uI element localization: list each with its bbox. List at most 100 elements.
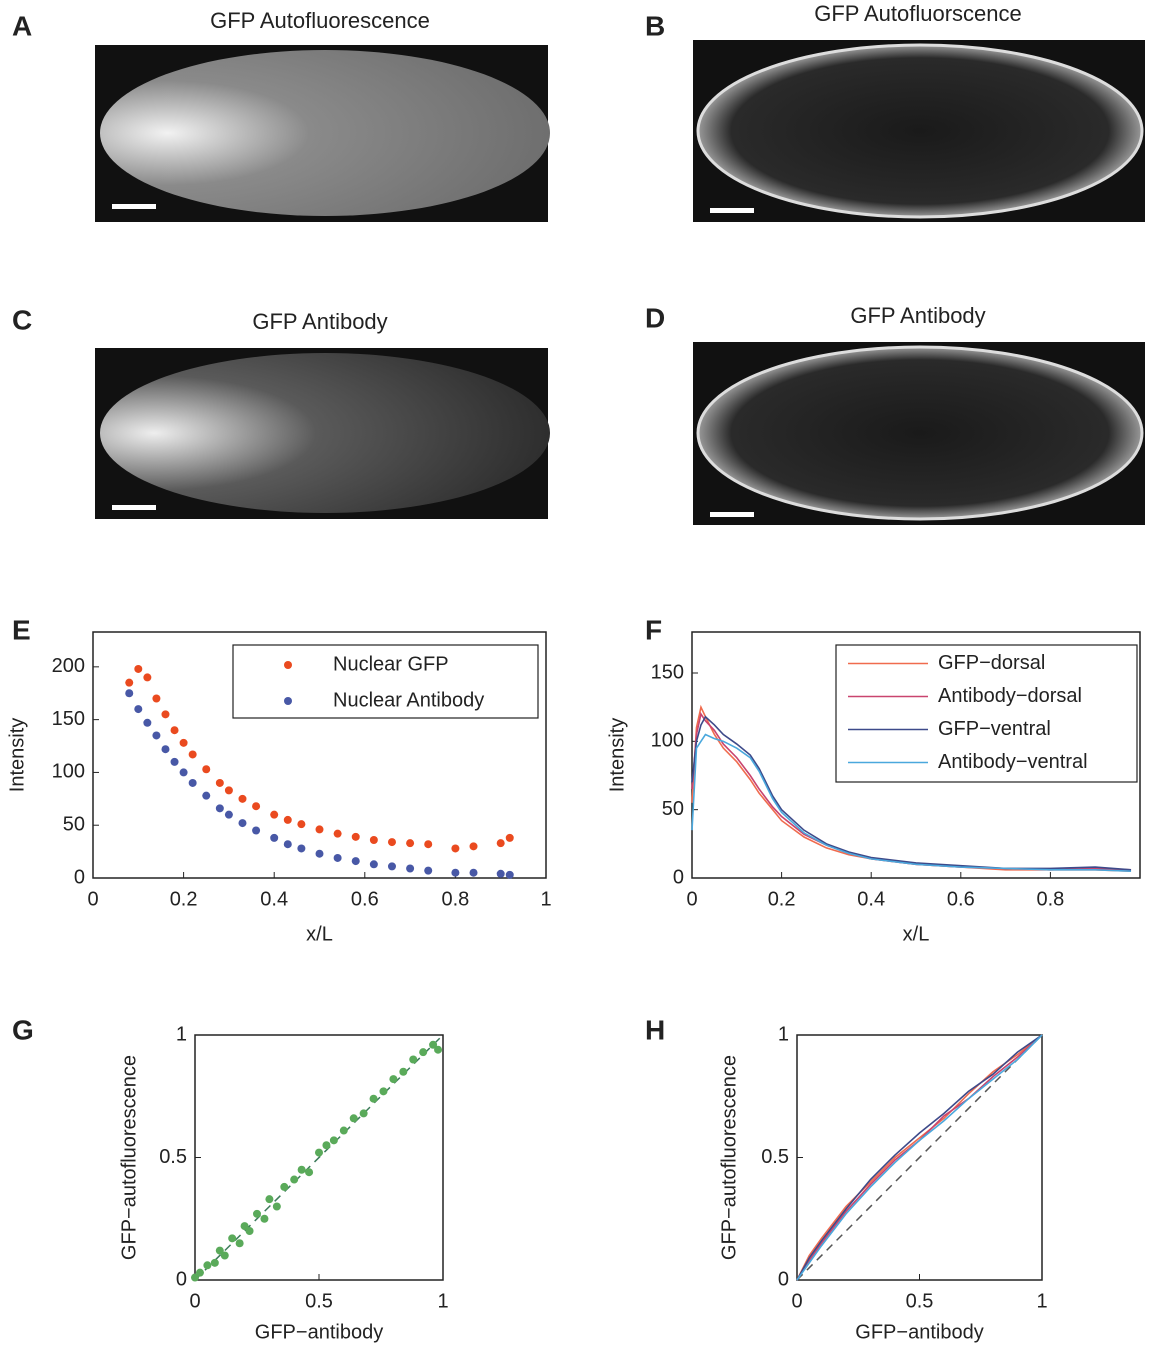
data-point (188, 750, 197, 759)
data-point (272, 1202, 281, 1211)
data-point (215, 804, 224, 813)
data-point (297, 820, 306, 829)
x-axis-label: x/L (306, 923, 333, 945)
y-tick-label: 50 (662, 798, 684, 820)
x-tick-label: 1 (437, 1290, 448, 1312)
data-point (215, 778, 224, 787)
data-point (191, 1273, 199, 1282)
x-axis-label: GFP−antibody (855, 1321, 983, 1343)
x-tick-label: 0.5 (906, 1290, 934, 1312)
y-axis-label: GFP−autofluorescence (718, 1055, 740, 1260)
x-tick-label: 0 (87, 888, 98, 910)
data-point (179, 738, 188, 747)
data-point (409, 1055, 418, 1064)
y-tick-label: 0.5 (761, 1146, 789, 1168)
legend-label: GFP−dorsal (938, 652, 1045, 674)
data-point (451, 868, 460, 877)
data-point (469, 868, 478, 877)
panel-label: C (12, 304, 32, 335)
x-axis-label: x/L (903, 923, 930, 945)
legend-label: Antibody−dorsal (938, 685, 1082, 707)
image-title: GFP Autofluorescence (210, 8, 430, 33)
data-point (143, 673, 152, 682)
data-point (220, 1251, 229, 1260)
reference-line (796, 1034, 1043, 1281)
y-tick-label: 50 (63, 813, 85, 835)
x-tick-label: 1 (1036, 1290, 1047, 1312)
data-point (424, 840, 433, 849)
y-tick-label: 100 (651, 730, 684, 752)
data-point (224, 786, 233, 795)
x-tick-label: 0.8 (1036, 888, 1064, 910)
legend-label: Nuclear GFP (333, 653, 449, 675)
data-point (170, 726, 179, 735)
panel-label: F (645, 614, 662, 645)
data-line (796, 1034, 1043, 1281)
data-point (315, 825, 324, 834)
data-point (329, 1136, 338, 1145)
y-tick-label: 1 (176, 1023, 187, 1045)
data-point (170, 757, 179, 766)
legend-marker (284, 661, 292, 669)
data-point (496, 839, 505, 848)
data-point (496, 869, 505, 878)
data-point (202, 791, 211, 800)
data-point (333, 853, 342, 862)
data-point (152, 731, 161, 740)
data-point (387, 862, 396, 871)
data-point (505, 833, 514, 842)
y-tick-label: 0 (778, 1268, 789, 1290)
x-axis-label: GFP−antibody (255, 1321, 383, 1343)
data-point (253, 1209, 261, 1218)
image-a (95, 45, 550, 222)
data-point (152, 694, 161, 703)
data-point (134, 664, 143, 673)
data-point (399, 1067, 408, 1076)
image-c (95, 348, 550, 519)
data-point (252, 826, 261, 835)
data-point (369, 1094, 378, 1103)
legend-box (232, 644, 539, 719)
data-point (419, 1048, 428, 1057)
x-tick-label: 0 (686, 888, 697, 910)
data-point (188, 778, 197, 787)
data-point (265, 1195, 274, 1204)
data-point (240, 1222, 249, 1231)
image-title: GFP Autofluorscence (814, 1, 1022, 26)
x-tick-label: 0.6 (947, 888, 975, 910)
data-point (238, 819, 247, 828)
data-point (215, 1246, 224, 1255)
data-line (796, 1034, 1043, 1281)
data-point (369, 835, 378, 844)
data-point (125, 678, 134, 687)
legend-label: Nuclear Antibody (333, 689, 484, 711)
data-point (389, 1075, 398, 1084)
panel-label: B (645, 10, 665, 41)
image-b (693, 40, 1145, 222)
x-tick-label: 0.6 (351, 888, 379, 910)
y-tick-label: 0.5 (159, 1146, 187, 1168)
data-point (359, 1109, 368, 1118)
legend-marker (284, 697, 292, 705)
data-point (143, 718, 152, 727)
data-point (270, 810, 279, 819)
panel-label: D (645, 302, 665, 333)
data-point (235, 1239, 244, 1248)
panel-label: H (645, 1014, 665, 1045)
reference-line (194, 1034, 444, 1281)
data-point (260, 1214, 269, 1223)
data-point (283, 815, 292, 824)
data-point (210, 1258, 219, 1267)
data-line (691, 704, 1132, 872)
y-tick-label: 150 (52, 708, 85, 730)
x-tick-label: 1 (540, 888, 551, 910)
x-tick-label: 0.4 (260, 888, 288, 910)
data-point (161, 745, 170, 754)
y-tick-label: 0 (176, 1268, 187, 1290)
data-point (283, 840, 292, 849)
data-point (434, 1045, 443, 1054)
y-tick-label: 150 (651, 661, 684, 683)
y-tick-label: 100 (52, 761, 85, 783)
x-tick-label: 0 (189, 1290, 200, 1312)
image-title: GFP Antibody (252, 309, 387, 334)
